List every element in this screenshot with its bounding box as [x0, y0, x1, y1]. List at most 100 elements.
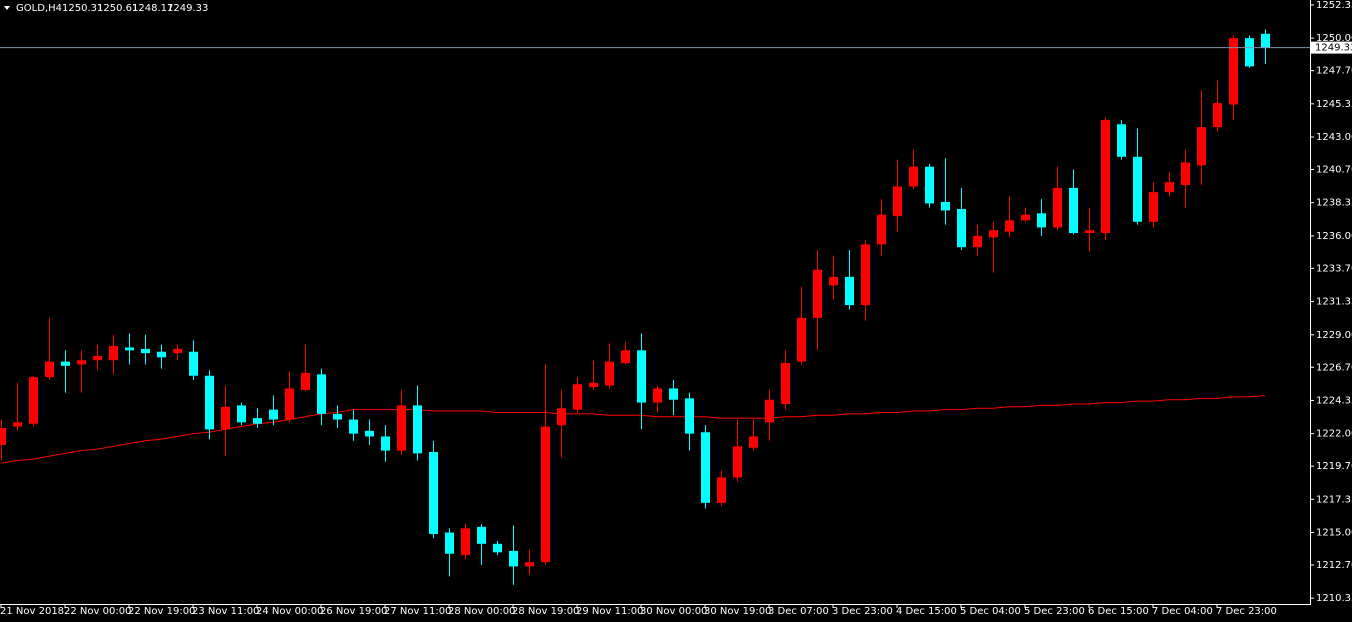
candle-body — [1229, 38, 1238, 105]
candle-body — [365, 430, 374, 437]
candle-body — [157, 351, 166, 358]
candle-body — [1021, 214, 1030, 221]
candle-body — [413, 405, 422, 454]
candle-body — [845, 276, 854, 306]
candle-body — [285, 388, 294, 420]
candle-body — [541, 426, 550, 563]
y-tick-label: 1243.00 — [1316, 132, 1352, 143]
candle-body — [813, 269, 822, 318]
candle-body — [189, 351, 198, 376]
candle-body — [429, 452, 438, 534]
candle-body — [749, 436, 758, 448]
candle-body — [29, 377, 38, 424]
candle-body — [701, 432, 710, 503]
candle-body — [557, 408, 566, 426]
candle-body — [269, 409, 278, 420]
current-price-label: 1249.33 — [1315, 43, 1352, 54]
candle-body — [1085, 230, 1094, 234]
x-tick-label: 3 Dec 07:00 — [768, 606, 829, 617]
x-tick-label: 3 Dec 23:00 — [832, 606, 893, 617]
candle-body — [173, 348, 182, 354]
x-tick-label: 21 Nov 2018 — [0, 606, 64, 617]
candle-body — [1181, 162, 1190, 186]
candle-body — [621, 350, 630, 364]
candle-body — [237, 405, 246, 423]
candle-body — [109, 346, 118, 361]
candle-body — [461, 528, 470, 556]
x-tick-label: 28 Nov 00:00 — [448, 606, 515, 617]
candle-body — [669, 388, 678, 400]
y-tick-label: 1233.70 — [1316, 263, 1352, 274]
candle-body — [1005, 220, 1014, 232]
candle-body — [93, 355, 102, 361]
y-tick-label: 1219.70 — [1316, 461, 1352, 472]
y-tick-label: 1215.00 — [1316, 528, 1352, 539]
y-tick-label: 1247.70 — [1316, 66, 1352, 77]
candle-body — [909, 166, 918, 187]
candle-body — [1245, 38, 1254, 67]
y-tick-label: 1252.35 — [1316, 0, 1352, 11]
candle-body — [1261, 33, 1270, 48]
candle-body — [1069, 187, 1078, 234]
x-tick-label: 24 Nov 00:00 — [256, 606, 323, 617]
candle-body — [1101, 120, 1110, 234]
moving-average — [0, 395, 1266, 464]
x-tick-label: 28 Nov 19:00 — [512, 606, 579, 617]
candle-body — [893, 186, 902, 217]
y-tick-label: 1210.35 — [1316, 593, 1352, 604]
candle-body — [861, 244, 870, 306]
candle-body — [125, 347, 134, 351]
candle-body — [1213, 103, 1222, 128]
candle-body — [253, 418, 262, 424]
y-tick-label: 1222.00 — [1316, 429, 1352, 440]
candle-body — [1117, 124, 1126, 157]
x-tick-label: 6 Dec 15:00 — [1088, 606, 1149, 617]
y-tick-label: 1236.00 — [1316, 231, 1352, 242]
candle-body — [1053, 187, 1062, 228]
x-tick-label: 30 Nov 19:00 — [704, 606, 771, 617]
y-tick-label: 1224.35 — [1316, 395, 1352, 406]
candle-body — [1165, 182, 1174, 193]
candle-body — [957, 209, 966, 248]
y-tick-label: 1226.70 — [1316, 362, 1352, 373]
candle-body — [1133, 156, 1142, 222]
candle-body — [141, 348, 150, 354]
current-price-box — [1311, 41, 1352, 54]
candle-body — [765, 399, 774, 423]
x-tick-label: 30 Nov 00:00 — [640, 606, 707, 617]
x-tick-label: 29 Nov 11:00 — [576, 606, 643, 617]
header-text: 1249.33 — [167, 3, 208, 14]
x-tick-label: 5 Dec 04:00 — [960, 606, 1021, 617]
header-text: 1250.31 — [62, 3, 103, 14]
candle-body — [477, 526, 486, 544]
candle-body — [493, 543, 502, 553]
candle-body — [397, 405, 406, 451]
candle-body — [445, 532, 454, 554]
candle-body — [989, 230, 998, 238]
candle-body — [573, 384, 582, 410]
y-tick-label: 1240.70 — [1316, 165, 1352, 176]
x-tick-label: 26 Nov 19:00 — [320, 606, 387, 617]
y-tick-label: 1250.00 — [1316, 33, 1352, 44]
y-tick-label: 1229.00 — [1316, 330, 1352, 341]
y-tick-label: 1212.70 — [1316, 560, 1352, 571]
header-text: GOLD,H4 — [16, 3, 62, 14]
y-tick-label: 1217.35 — [1316, 494, 1352, 505]
candle-body — [797, 317, 806, 362]
candle-body — [1037, 213, 1046, 228]
x-tick-label: 4 Dec 15:00 — [896, 606, 957, 617]
header-text: 1250.61 — [97, 3, 138, 14]
y-tick-label: 1245.35 — [1316, 99, 1352, 110]
menu-icon[interactable] — [4, 6, 10, 10]
candle-body — [77, 360, 86, 365]
candle-body — [1149, 192, 1158, 222]
x-tick-label: 22 Nov 19:00 — [128, 606, 195, 617]
candle-body — [61, 361, 70, 366]
x-tick-label: 27 Nov 11:00 — [384, 606, 451, 617]
candle-body — [349, 419, 358, 434]
candle-body — [589, 382, 598, 388]
candle-body — [221, 406, 230, 430]
candle-body — [877, 214, 886, 245]
